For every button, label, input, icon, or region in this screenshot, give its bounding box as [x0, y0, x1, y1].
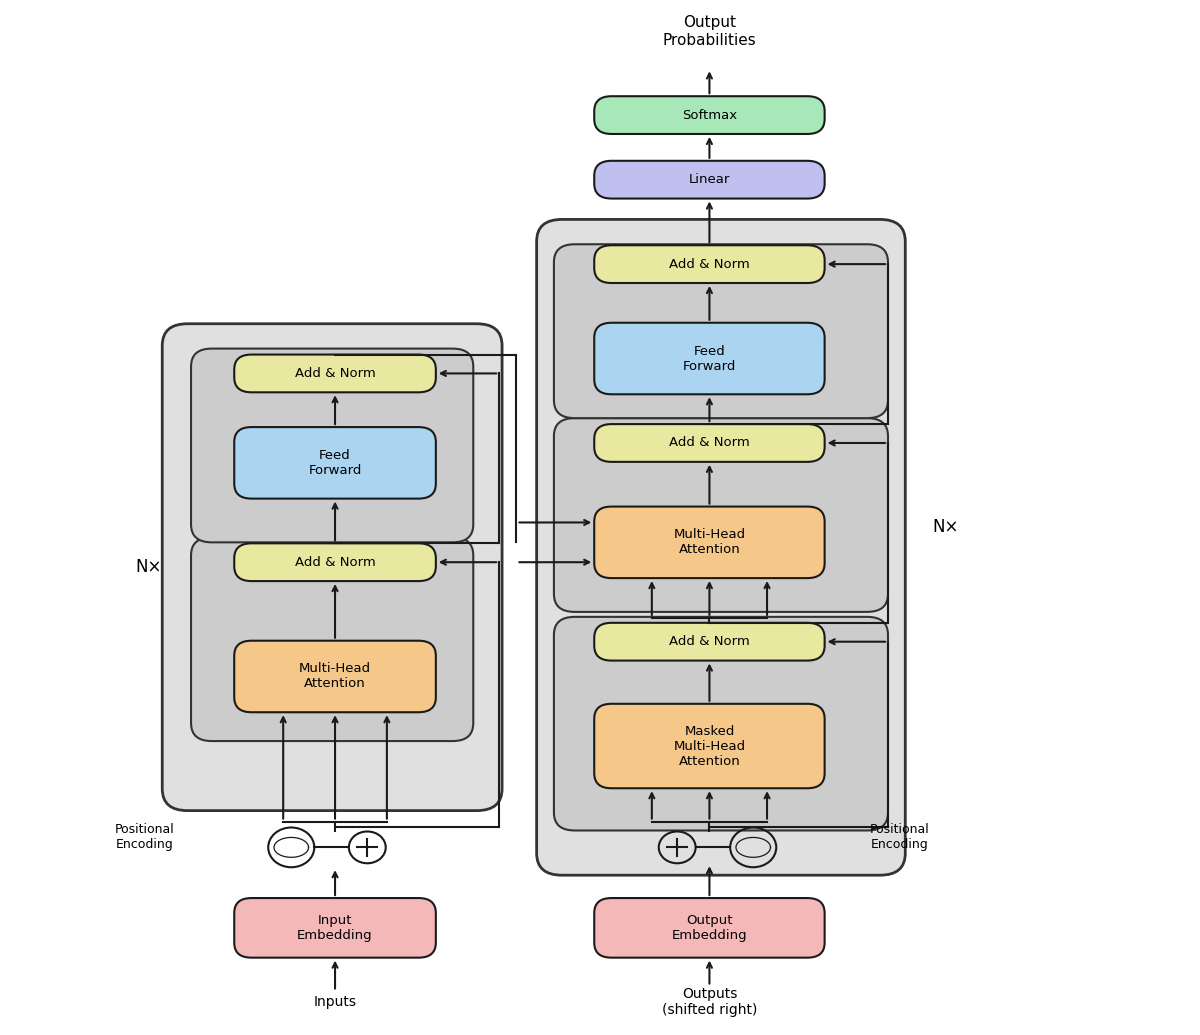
- Text: Multi-Head
Attention: Multi-Head Attention: [299, 662, 371, 690]
- FancyBboxPatch shape: [594, 623, 824, 660]
- Text: Positional
Encoding: Positional Encoding: [115, 824, 175, 852]
- Text: Output
Probabilities: Output Probabilities: [662, 16, 756, 48]
- FancyBboxPatch shape: [594, 704, 824, 789]
- Text: N×: N×: [136, 558, 162, 576]
- FancyBboxPatch shape: [234, 543, 436, 581]
- FancyBboxPatch shape: [234, 898, 436, 957]
- Text: Feed
Forward: Feed Forward: [308, 449, 361, 477]
- FancyBboxPatch shape: [554, 418, 888, 612]
- Text: N×: N×: [932, 519, 959, 536]
- FancyBboxPatch shape: [536, 219, 905, 876]
- FancyBboxPatch shape: [594, 323, 824, 394]
- FancyBboxPatch shape: [594, 506, 824, 579]
- Text: Positional
Encoding: Positional Encoding: [870, 824, 929, 852]
- FancyBboxPatch shape: [234, 427, 436, 499]
- FancyBboxPatch shape: [554, 617, 888, 830]
- FancyBboxPatch shape: [191, 537, 473, 741]
- Text: Add & Norm: Add & Norm: [670, 258, 750, 270]
- Text: Add & Norm: Add & Norm: [670, 437, 750, 449]
- FancyBboxPatch shape: [594, 424, 824, 462]
- Text: Add & Norm: Add & Norm: [295, 367, 376, 380]
- FancyBboxPatch shape: [594, 160, 824, 199]
- FancyBboxPatch shape: [594, 96, 824, 134]
- FancyBboxPatch shape: [162, 324, 502, 810]
- Text: Linear: Linear: [689, 173, 730, 186]
- FancyBboxPatch shape: [594, 245, 824, 283]
- Text: Output
Embedding: Output Embedding: [672, 914, 748, 942]
- FancyBboxPatch shape: [234, 641, 436, 712]
- Text: Softmax: Softmax: [682, 109, 737, 121]
- Text: Add & Norm: Add & Norm: [670, 635, 750, 648]
- Text: Multi-Head
Attention: Multi-Head Attention: [673, 528, 745, 557]
- FancyBboxPatch shape: [554, 244, 888, 418]
- FancyBboxPatch shape: [191, 349, 473, 542]
- Text: Add & Norm: Add & Norm: [295, 556, 376, 568]
- FancyBboxPatch shape: [234, 355, 436, 392]
- Text: Inputs: Inputs: [313, 996, 356, 1009]
- Text: Feed
Forward: Feed Forward: [683, 345, 736, 373]
- Text: Input
Embedding: Input Embedding: [298, 914, 373, 942]
- Text: Outputs
(shifted right): Outputs (shifted right): [661, 987, 757, 1017]
- FancyBboxPatch shape: [594, 898, 824, 957]
- Text: Masked
Multi-Head
Attention: Masked Multi-Head Attention: [673, 724, 745, 768]
